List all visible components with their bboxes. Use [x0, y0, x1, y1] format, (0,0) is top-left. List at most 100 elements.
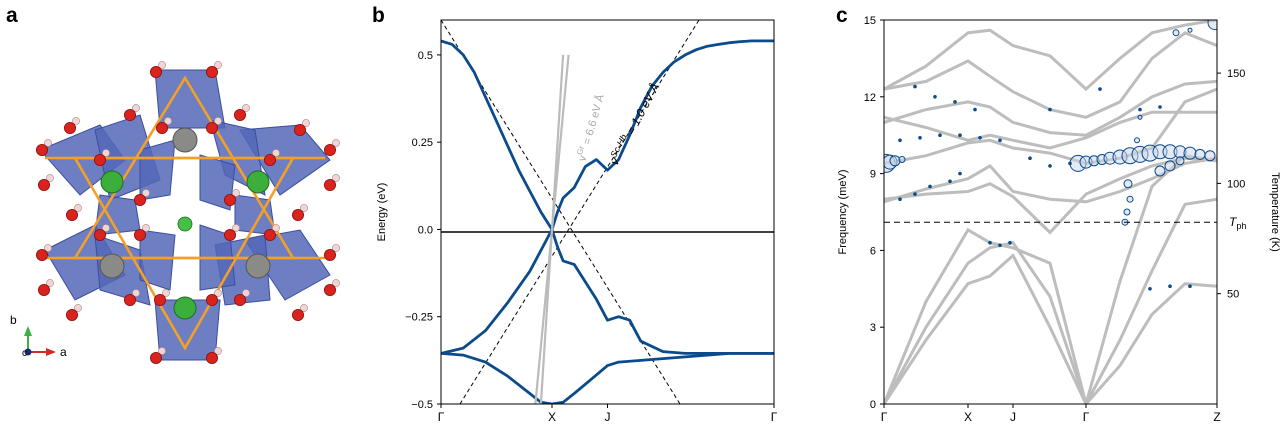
coupling-dot: [913, 192, 917, 196]
x-tick-label: Γ: [1083, 410, 1090, 424]
hydrogen-atom: [142, 189, 150, 197]
hydrogen-atom: [272, 224, 280, 232]
hydrogen-atom: [74, 304, 82, 312]
coupling-dot: [958, 133, 962, 137]
oxygen-atom: [263, 228, 276, 241]
oxygen-atom: [323, 248, 336, 261]
hydrogen-atom: [46, 279, 54, 287]
atom-grey: [99, 253, 125, 279]
oxygen-atom: [233, 109, 246, 122]
coupling-dot: [978, 136, 982, 140]
hydrogen-atom: [162, 289, 170, 297]
oxygen-atom: [124, 109, 137, 122]
oxygen-atom: [205, 351, 218, 364]
hydrogen-atom: [214, 347, 222, 355]
coupling-dot: [1008, 240, 1012, 245]
y-tick-label: 12: [864, 92, 876, 104]
hydrogen-atom: [132, 104, 140, 112]
polyhedron: [239, 124, 331, 196]
y2-axis-label: Temperature (K): [1269, 172, 1281, 251]
oxygen-atom: [263, 153, 276, 166]
panel-letter-b: b: [372, 4, 385, 27]
oxygen-atom: [149, 66, 162, 79]
hydrogen-atom: [332, 139, 340, 147]
hydrogen-atom: [242, 104, 250, 112]
coupling-dot: [928, 184, 932, 189]
oxygen-atom: [223, 193, 236, 206]
phonon-branch: [884, 197, 1217, 404]
hydrogen-atom: [158, 347, 166, 355]
plot-frame: [883, 19, 1218, 405]
hydrogen-atom: [44, 244, 52, 252]
hydrogen-atom: [158, 61, 166, 69]
hydrogen-atom: [272, 149, 280, 157]
graphene-velocity-label: vGr = 6.6 eV Å: [573, 92, 607, 163]
x-tick-label: Γ: [771, 410, 778, 424]
atom-green: [246, 170, 270, 194]
schb-band: [441, 352, 774, 404]
coupling-circle: [1204, 150, 1216, 162]
hydrogen-atom: [302, 119, 310, 127]
phonon-branch: [884, 79, 1217, 137]
phonon-branch: [884, 20, 1217, 92]
coupling-dot: [1168, 284, 1172, 289]
atom-grey: [172, 127, 198, 153]
hydrogen-atom: [214, 117, 222, 125]
hydrogen-atom: [44, 139, 52, 147]
axis-label-a: a: [60, 345, 67, 359]
y-tick-label: 15: [864, 15, 876, 27]
crystal-structure: b c a: [10, 61, 340, 364]
panel-letter-a: a: [6, 4, 18, 27]
oxygen-atom: [205, 293, 218, 306]
hydrogen-atom: [332, 279, 340, 287]
coupling-dot: [988, 240, 992, 245]
coupling-circle: [889, 155, 901, 167]
y2-tick-label: 50: [1227, 289, 1239, 301]
x-tick-label: J: [1010, 410, 1016, 424]
panel-letter-c: c: [836, 4, 848, 27]
oxygen-atom: [133, 193, 146, 206]
y-tick-label: −0.25: [405, 312, 433, 324]
y-tick-label: 0.0: [418, 224, 433, 236]
phonon-branch: [884, 154, 1217, 404]
coupling-dot: [1098, 87, 1102, 91]
atom-green: [173, 296, 197, 320]
coupling-circle: [1123, 208, 1131, 216]
oxygen-atom: [66, 208, 79, 221]
hydrogen-atom: [214, 289, 222, 297]
hydrogen-atom: [164, 117, 172, 125]
x-tick-label: Γ: [438, 410, 445, 424]
hydrogen-atom: [300, 304, 308, 312]
oxygen-atom: [153, 293, 166, 306]
oxygen-atom: [323, 143, 336, 156]
atom-grey: [245, 253, 271, 279]
hydrogen-atom: [214, 61, 222, 69]
dirac-cone-tangent: [441, 20, 681, 404]
coupling-dot: [1048, 107, 1052, 112]
coupling-dot: [1158, 105, 1162, 109]
oxygen-atom: [64, 122, 77, 135]
polyhedron: [139, 229, 176, 291]
coupling-circle: [1123, 179, 1133, 189]
coupling-dot: [953, 100, 957, 104]
coupling-circle: [1187, 27, 1193, 33]
coupling-circle: [1194, 148, 1206, 160]
y-tick-label: −0.5: [411, 399, 433, 411]
oxygen-atom: [291, 308, 304, 321]
coupling-circle: [1207, 20, 1217, 31]
y2-tick-label: 100: [1227, 178, 1245, 190]
band-structure-plot: Energy (eV) −0.5 −0.25 0.0 0.25 0.5 Γ X J Γ vGr…: [376, 19, 778, 424]
hydrogen-atom: [46, 174, 54, 182]
polyhedron: [139, 139, 176, 201]
coupling-circle: [1172, 29, 1180, 37]
coupling-circle: [1137, 114, 1143, 120]
coupling-dot: [1068, 161, 1072, 166]
graphene-band: [539, 54, 565, 404]
x-tick-label: J: [605, 410, 611, 424]
hydrogen-atom: [74, 204, 82, 212]
coupling-dot: [938, 133, 942, 137]
oxygen-atom: [38, 178, 51, 191]
hydrogen-atom: [332, 174, 340, 182]
y-axis-label: Frequency (meV): [837, 170, 849, 255]
